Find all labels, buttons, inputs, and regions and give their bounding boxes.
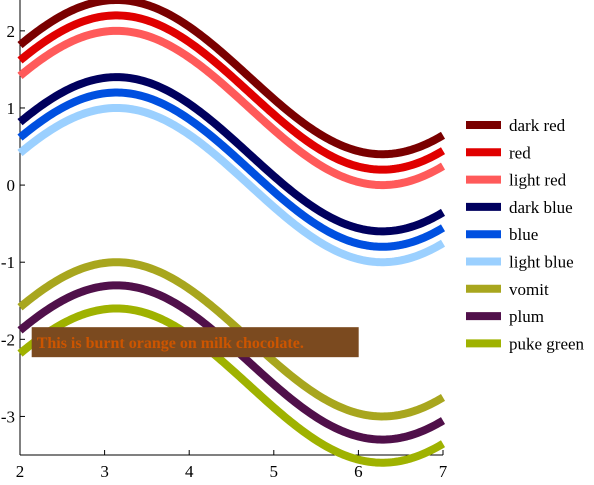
x-ticks: 2 3 4 5 6 7 <box>16 450 448 481</box>
legend-label: plum <box>509 307 544 326</box>
series-line <box>17 103 446 267</box>
x-tick-label: 3 <box>100 462 109 481</box>
y-ticks: -3 -2 -1 0 1 2 <box>1 22 25 426</box>
legend-label: puke green <box>509 334 585 353</box>
series-line <box>17 11 446 174</box>
series-line <box>17 304 446 467</box>
y-tick-label: -3 <box>1 407 15 426</box>
y-tick-label: 0 <box>7 176 16 195</box>
series-line <box>17 258 446 421</box>
annotation: This is burnt orange on milk chocolate. <box>31 327 359 358</box>
annotation-text: This is burnt orange on milk chocolate. <box>37 335 304 352</box>
y-tick-label: -1 <box>1 253 15 272</box>
legend-label: light red <box>509 171 567 190</box>
legend-label: dark red <box>509 116 566 135</box>
y-tick-label: -2 <box>1 330 15 349</box>
x-tick-label: 4 <box>185 462 194 481</box>
series-line <box>17 88 446 251</box>
axes: 2 3 4 5 6 7 -3 -2 -1 0 1 2 <box>1 0 448 481</box>
x-tick-label: 2 <box>16 462 25 481</box>
legend-label: vomit <box>509 280 549 299</box>
series-line <box>17 0 446 159</box>
y-tick-label: 2 <box>7 22 16 41</box>
series-line <box>17 26 446 190</box>
legend-label: blue <box>509 225 538 244</box>
legend-label: dark blue <box>509 198 573 217</box>
x-tick-label: 5 <box>270 462 279 481</box>
x-tick-label: 7 <box>439 462 448 481</box>
series-line <box>17 73 446 236</box>
x-tick-label: 6 <box>354 462 363 481</box>
series-lines <box>17 0 446 467</box>
y-tick-label: 1 <box>7 99 16 118</box>
legend-label: red <box>509 143 531 162</box>
legend: dark red red light red dark blue blue light b… <box>466 116 585 353</box>
annotation-box <box>31 327 359 358</box>
legend-label: light blue <box>509 253 574 272</box>
